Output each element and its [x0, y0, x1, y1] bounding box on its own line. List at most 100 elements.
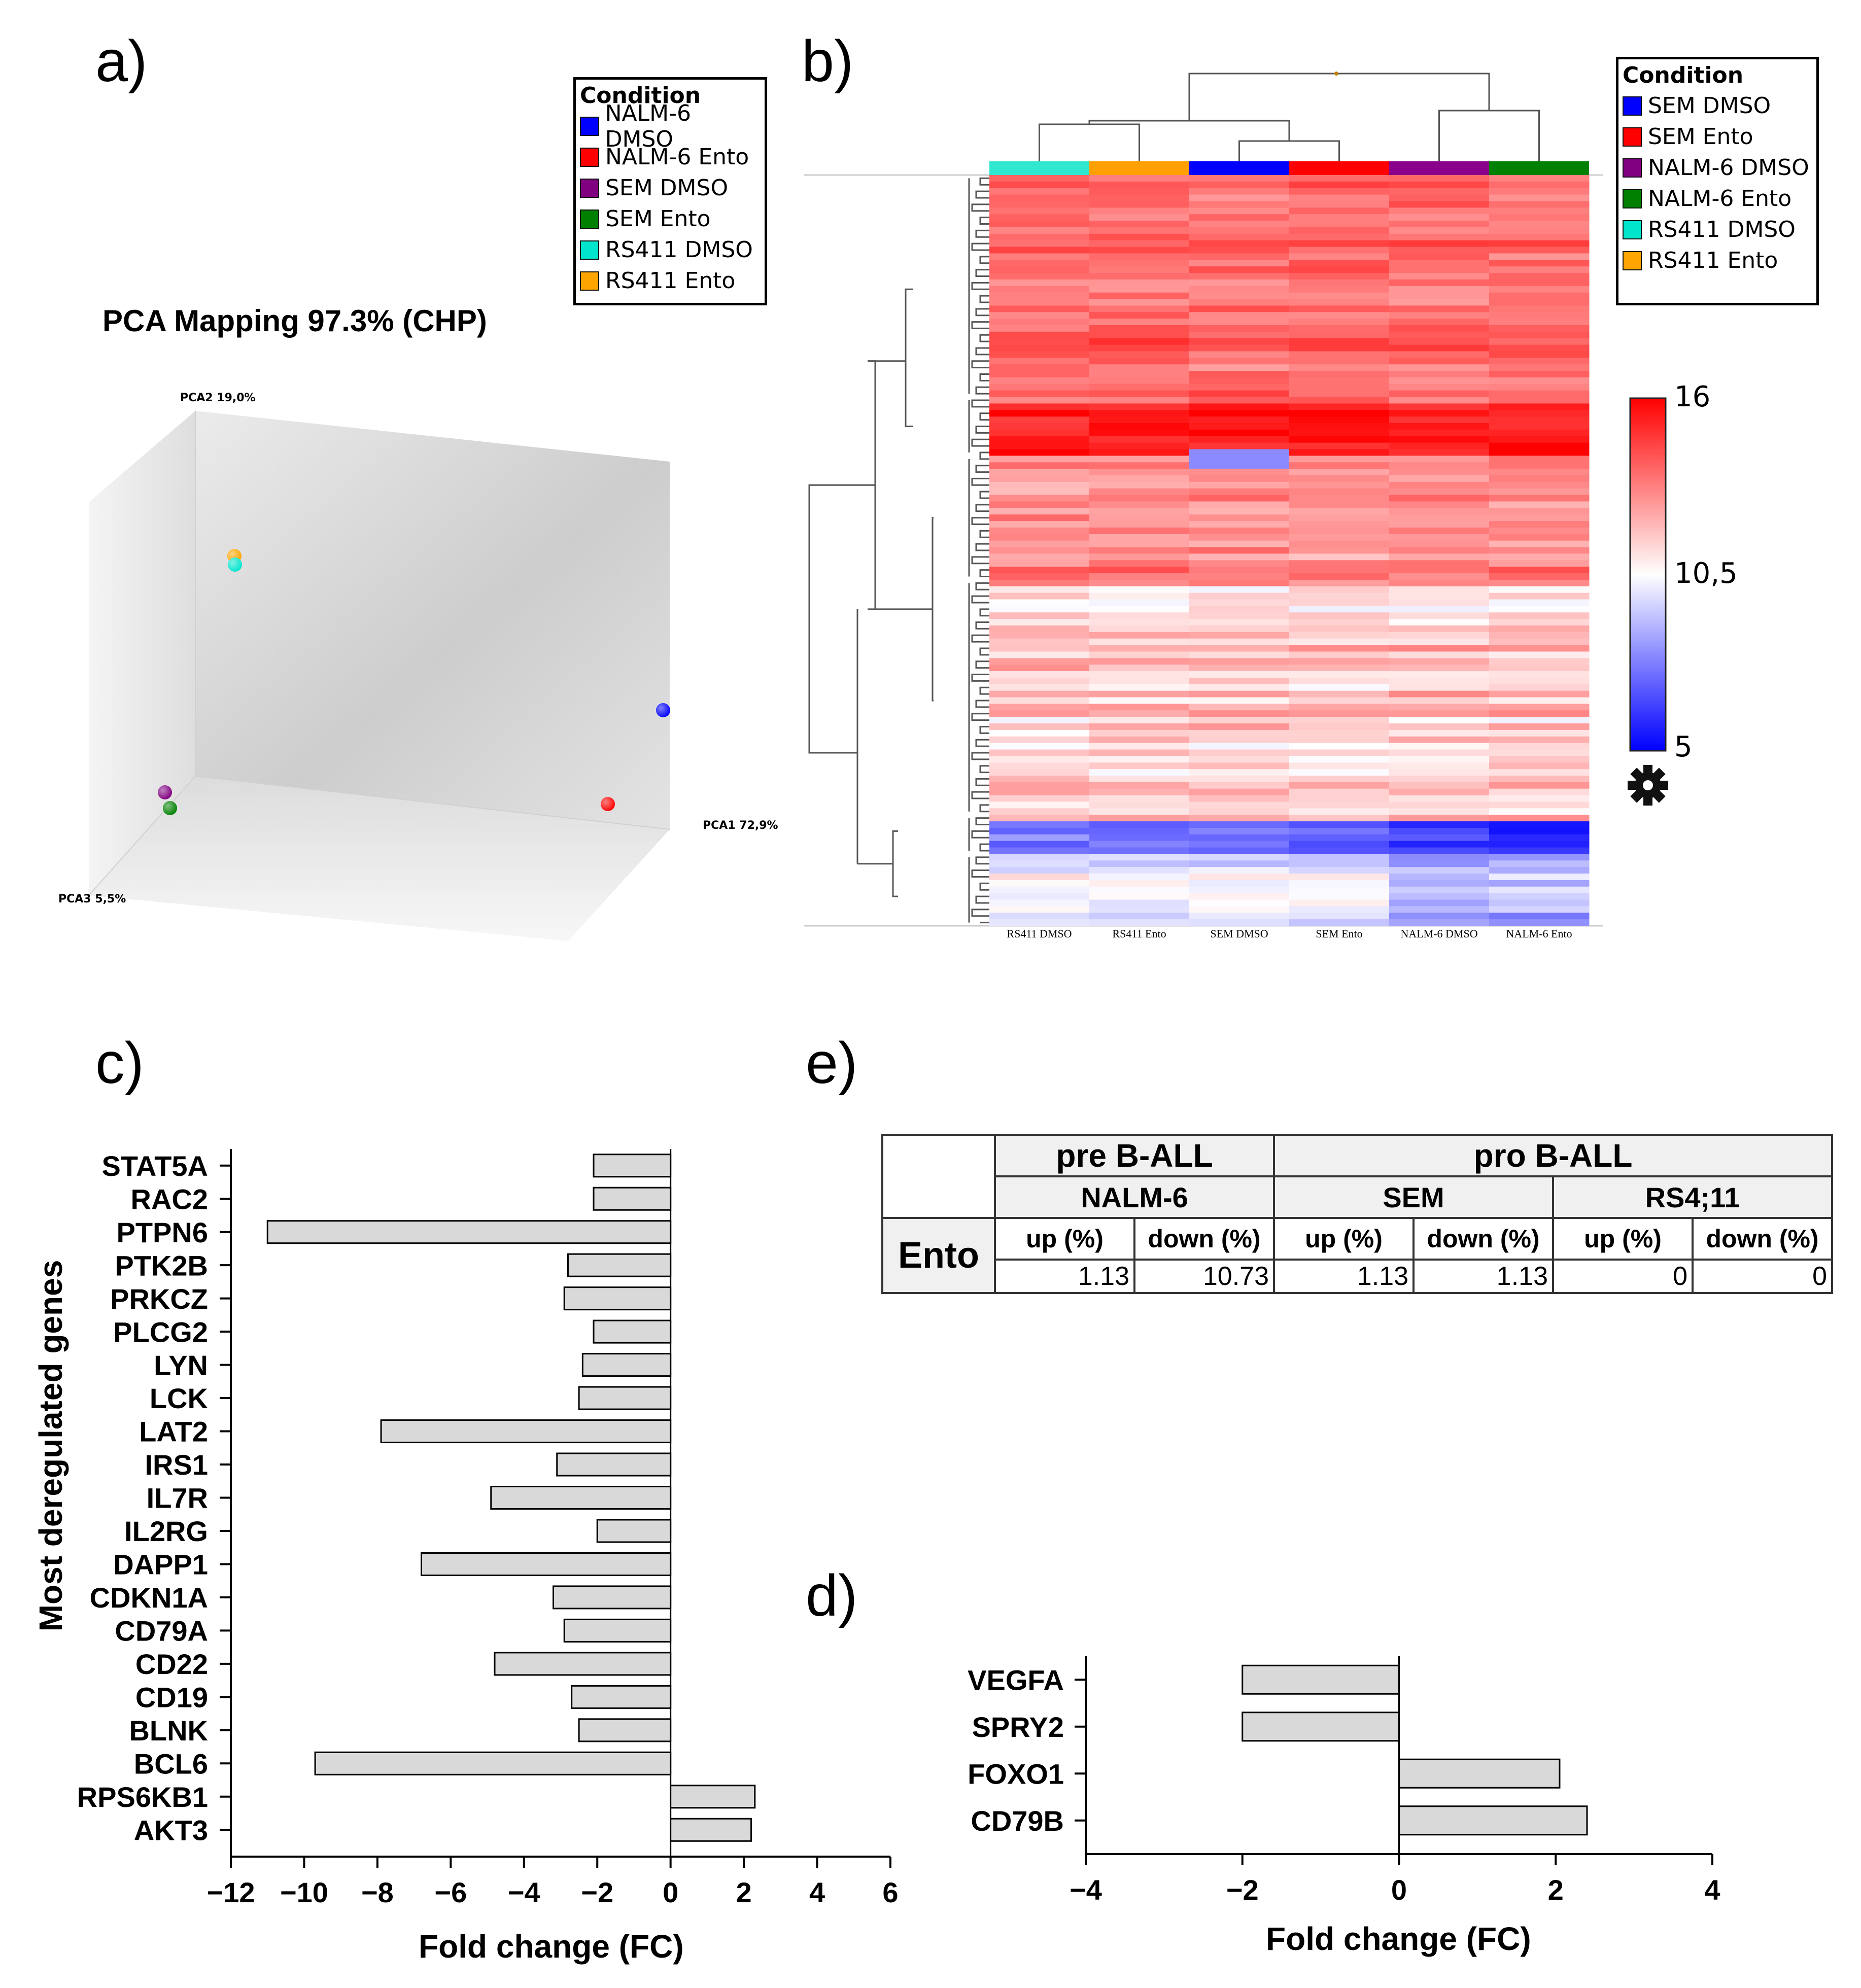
heatmap-cell	[1289, 462, 1390, 469]
heatmap-cell	[1089, 534, 1190, 541]
heatmap-cell	[1089, 469, 1190, 476]
heatmap-legend-title: Condition	[1623, 62, 1744, 88]
heatmap-cell	[1389, 880, 1490, 887]
heatmap-cell	[1289, 867, 1390, 874]
heatmap-cell	[1389, 260, 1490, 267]
heatmap-cell	[1389, 286, 1490, 293]
heatmap-cell	[1489, 573, 1590, 580]
heatmap-cell	[1289, 521, 1390, 528]
heatmap-cell	[1489, 769, 1590, 776]
dendrogram-branch	[975, 190, 989, 199]
heatmap-cell	[1489, 782, 1590, 789]
heatmap-cell	[1089, 821, 1190, 828]
heatmap-cell	[1489, 377, 1590, 385]
heatmap-cell	[1289, 319, 1390, 326]
bar-cd79b	[1398, 1805, 1588, 1836]
heatmap-cell	[1089, 207, 1190, 215]
heatmap-cell	[1089, 260, 1190, 267]
dendrogram-branch	[971, 869, 989, 878]
bar-rac2	[593, 1187, 672, 1211]
heatmap-cell	[1389, 579, 1490, 587]
heatmap-cell	[1189, 201, 1290, 208]
heatmap-cell	[1389, 847, 1490, 855]
heatmap-cell	[1089, 625, 1190, 633]
heatmap-cell	[1389, 729, 1490, 737]
heatmap-cell	[1089, 508, 1190, 515]
heatmap-cell	[1389, 221, 1490, 228]
category-label-prkcz: PRKCZ	[110, 1283, 208, 1315]
heatmap-cell	[1189, 495, 1290, 502]
heatmap-cell	[1489, 808, 1590, 815]
heatmap-cell	[1489, 913, 1590, 920]
heatmap-cell	[1389, 743, 1490, 750]
dendrogram-branch	[975, 269, 989, 277]
heatmap-cell	[1189, 756, 1290, 763]
heatmap-cell	[1189, 795, 1290, 803]
heatmap-cell	[1389, 893, 1490, 900]
category-label-spry2: SPRY2	[972, 1711, 1064, 1743]
x-tick-label: −8	[361, 1876, 394, 1908]
heatmap-cell	[1089, 860, 1190, 867]
heatmap-cell	[989, 874, 1090, 881]
heatmap-cell	[989, 671, 1090, 678]
heatmap-cell	[989, 299, 1090, 306]
heatmap-cell	[1289, 488, 1390, 496]
heatmap-cell	[1289, 416, 1390, 424]
heatmap-cell	[1389, 481, 1490, 489]
heatmap-cell	[1389, 762, 1490, 770]
heatmap-cell	[1089, 338, 1190, 345]
heatmap-cell	[1189, 710, 1290, 717]
heatmap-cell	[1189, 312, 1290, 319]
heatmap-cell	[1189, 371, 1290, 378]
colorbar-max-label: 16	[1674, 380, 1711, 413]
heatmap-cell	[989, 338, 1090, 345]
gear-icon[interactable]	[1628, 765, 1668, 806]
pca2-axis-label: PCA2 19,0%	[180, 392, 256, 404]
heatmap-cell	[1089, 351, 1190, 358]
pca-legend-item: NALM-6 Ento	[576, 142, 765, 172]
dendrogram-branch	[979, 256, 989, 264]
heatmap-cell	[1289, 710, 1390, 717]
heatmap-cell	[989, 260, 1090, 267]
heatmap-cell	[1089, 410, 1190, 417]
heatmap-cell	[1489, 749, 1590, 756]
heatmap-cell	[1189, 260, 1290, 267]
group-pre-b-all: pre B-ALL	[994, 1134, 1275, 1177]
chart-d-xlabel: Fold change (FC)	[1266, 1921, 1531, 1957]
bar-ptpn6	[266, 1220, 672, 1244]
heatmap-cell	[1389, 645, 1490, 652]
heatmap-cell	[1189, 671, 1290, 678]
heatmap-cell	[1389, 279, 1490, 287]
dendrogram-branch	[971, 674, 989, 682]
dendrogram-branch	[975, 229, 989, 238]
heatmap-cell	[1089, 808, 1190, 815]
heatmap-cell	[1289, 194, 1390, 202]
line-sem: SEM	[1273, 1175, 1554, 1219]
heatmap-cell	[1189, 501, 1290, 508]
heatmap-cell	[1189, 599, 1290, 606]
heatmap-cell	[1289, 266, 1390, 273]
heatmap-cell	[1489, 175, 1590, 182]
heatmap-cell	[1489, 358, 1590, 365]
dendrogram-branch	[975, 700, 989, 708]
heatmap-cell	[989, 736, 1090, 744]
heatmap-cell	[1189, 586, 1290, 594]
heatmap-cell	[1189, 625, 1290, 633]
heatmap-cell	[1389, 769, 1490, 776]
heatmap-cell	[1389, 671, 1490, 678]
legend-label: NALM-6 Ento	[1648, 186, 1792, 212]
heatmap-cell	[989, 632, 1090, 639]
heatmap-cell	[989, 834, 1090, 842]
chart-d: −4 −2 0 2 4 VEGFA SPRY2 FOXO1 CD79B	[968, 1656, 1720, 1906]
heatmap-cell	[1389, 749, 1490, 756]
dendrogram-branch	[971, 556, 989, 565]
heatmap-cell	[1289, 560, 1390, 567]
heatmap-cell	[1089, 527, 1190, 535]
heatmap-cell	[1489, 481, 1590, 489]
heatmap-cell	[989, 488, 1090, 496]
heatmap-cell	[989, 729, 1090, 737]
heatmap-cell	[1189, 906, 1290, 913]
dendrogram-branch	[975, 817, 989, 826]
heatmap-cell	[1089, 377, 1190, 385]
